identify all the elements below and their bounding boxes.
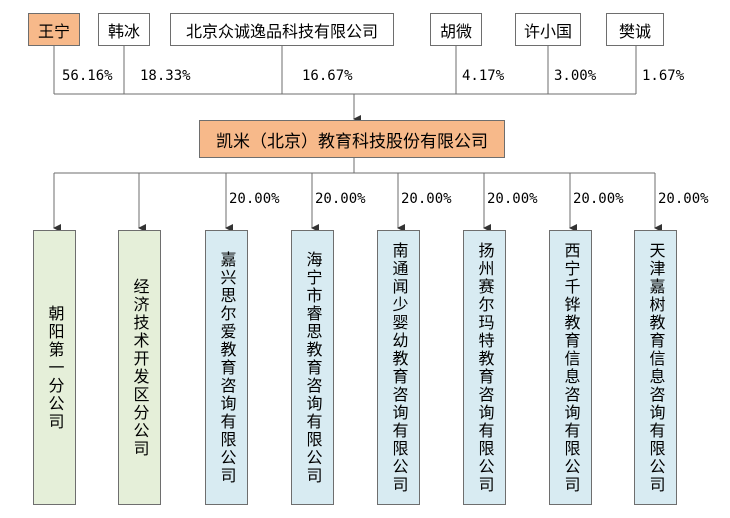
shareholding-percent: 4.17% <box>462 68 505 84</box>
subsidiary-name: 扬州赛尔玛特教育咨询有限公司 <box>475 241 495 494</box>
subsidiary-name: 南通闻少婴幼教育咨询有限公司 <box>389 241 409 494</box>
shareholder-name: 樊诚 <box>618 21 651 41</box>
subsidiary-name: 西宁千铧教育信息咨询有限公司 <box>561 241 581 494</box>
shareholder-box: 许小国 <box>515 13 581 46</box>
shareholder-box: 王宁 <box>28 13 80 46</box>
subsidiary-percent: 20.00% <box>487 191 538 207</box>
shareholder-box: 韩冰 <box>98 13 150 46</box>
invested-company-box: 南通闻少婴幼教育咨询有限公司 <box>377 230 420 505</box>
shareholding-percent: 16.67% <box>302 68 353 84</box>
shareholding-percent: 1.67% <box>642 68 685 84</box>
shareholder-name: 韩冰 <box>107 21 140 41</box>
subsidiary-percent: 20.00% <box>573 191 624 207</box>
subsidiary-percent: 20.00% <box>658 191 709 207</box>
shareholder-box: 樊诚 <box>606 13 664 46</box>
company-name: 凯米（北京）教育科技股份有限公司 <box>216 131 488 152</box>
invested-company-box: 海宁市睿思教育咨询有限公司 <box>291 230 334 505</box>
subsidiary-name: 嘉兴思尔爱教育咨询有限公司 <box>217 250 237 485</box>
invested-company-box: 西宁千铧教育信息咨询有限公司 <box>549 230 592 505</box>
shareholding-percent: 18.33% <box>140 68 191 84</box>
subsidiary-name: 海宁市睿思教育咨询有限公司 <box>303 250 323 485</box>
invested-company-box: 扬州赛尔玛特教育咨询有限公司 <box>463 230 506 505</box>
branch-office-box: 经济技术开发区分公司 <box>118 230 161 505</box>
invested-company-box: 天津嘉树教育信息咨询有限公司 <box>634 230 677 505</box>
shareholding-percent: 3.00% <box>554 68 597 84</box>
invested-company-box: 嘉兴思尔爱教育咨询有限公司 <box>205 230 248 505</box>
shareholder-box: 北京众诚逸品科技有限公司 <box>170 13 394 46</box>
shareholder-name: 王宁 <box>37 21 70 41</box>
subsidiary-name: 朝阳第一分公司 <box>45 304 65 431</box>
shareholder-box: 胡微 <box>430 13 482 46</box>
subsidiary-name: 天津嘉树教育信息咨询有限公司 <box>646 241 666 494</box>
shareholder-name: 北京众诚逸品科技有限公司 <box>185 21 378 41</box>
subsidiary-percent: 20.00% <box>401 191 452 207</box>
subsidiary-percent: 20.00% <box>229 191 280 207</box>
subsidiary-name: 经济技术开发区分公司 <box>130 277 150 458</box>
shareholding-percent: 56.16% <box>62 68 113 84</box>
shareholder-name: 胡微 <box>439 21 472 41</box>
branch-office-box: 朝阳第一分公司 <box>33 230 76 505</box>
company-box: 凯米（北京）教育科技股份有限公司 <box>199 120 505 158</box>
subsidiary-percent: 20.00% <box>315 191 366 207</box>
shareholder-name: 许小国 <box>523 21 572 41</box>
